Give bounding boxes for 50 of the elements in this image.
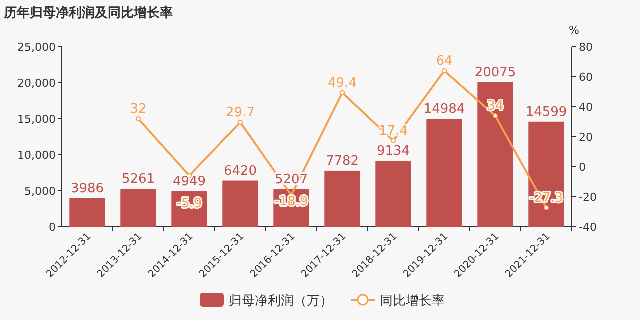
point xyxy=(544,205,549,210)
bar xyxy=(376,161,412,227)
bar xyxy=(120,189,156,227)
data-label: 49.4 xyxy=(328,76,357,91)
data-label: -18.9 xyxy=(274,194,308,210)
bar xyxy=(324,170,360,227)
data-label: 14984 xyxy=(424,102,466,118)
point xyxy=(442,68,447,74)
y2-tick-label: -20 xyxy=(579,191,597,204)
bar xyxy=(70,198,106,227)
data-label: 4949 xyxy=(172,174,206,190)
point xyxy=(340,90,345,96)
y2-tick-label: 40 xyxy=(579,101,593,114)
point xyxy=(391,138,396,144)
data-label: 29.7 xyxy=(226,105,255,120)
y-tick-label: 0 xyxy=(49,221,56,234)
legend-line: 同比增长率 xyxy=(351,294,445,309)
y-tick-label: 20,000 xyxy=(18,77,56,90)
data-label: 7782 xyxy=(326,154,360,169)
y2-tick-label: -40 xyxy=(579,221,597,234)
legend-bar: 归母净利润（万） xyxy=(200,293,333,309)
legend-label: 归母净利润（万） xyxy=(229,294,333,309)
data-label: 3986 xyxy=(70,181,104,196)
data-label: 32 xyxy=(130,102,147,117)
y2-tick-label: 60 xyxy=(579,71,593,84)
y2-tick-label: 0 xyxy=(579,161,586,174)
data-label: 9134 xyxy=(376,144,410,160)
data-label: -5.9 xyxy=(176,196,202,212)
bar xyxy=(478,82,514,227)
y-tick-label: 5,000 xyxy=(24,185,56,198)
data-label: 20075 xyxy=(474,65,516,80)
y2-tick-label: 80 xyxy=(579,41,593,54)
point xyxy=(136,116,141,122)
data-label: 34 xyxy=(487,99,504,114)
y-tick-label: 10,000 xyxy=(18,149,56,162)
bar xyxy=(528,122,564,227)
legend-label: 同比增长率 xyxy=(380,293,445,309)
data-label: 14599 xyxy=(526,104,568,120)
y2-axis-title: % xyxy=(569,24,580,37)
point xyxy=(238,120,243,125)
point xyxy=(493,114,498,118)
y2-tick-label: 20 xyxy=(579,131,593,144)
bar xyxy=(426,119,462,227)
data-label: 64 xyxy=(436,54,453,69)
data-label: 6420 xyxy=(224,164,258,179)
y-tick-label: 25,000 xyxy=(18,41,56,54)
chart-title: 历年归母净利润及同比增长率 xyxy=(3,5,173,21)
bar xyxy=(222,180,258,227)
y-tick-label: 15,000 xyxy=(18,113,56,126)
data-label: 5261 xyxy=(122,172,156,188)
